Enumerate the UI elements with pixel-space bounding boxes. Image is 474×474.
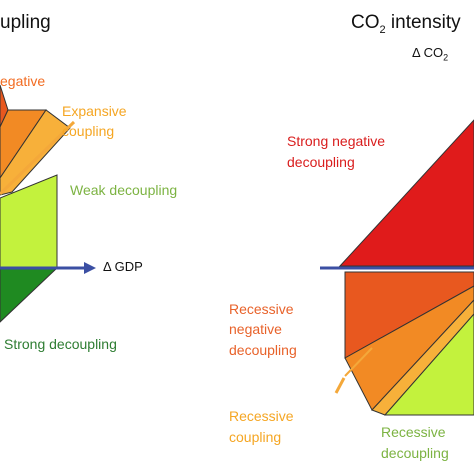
right-recessive-divider-tail <box>344 347 373 377</box>
right-strong-negative-label-line2: decoupling <box>287 154 355 170</box>
left-gdp-axis-label: Δ GDP <box>103 259 143 274</box>
right-recessive-decoupling-sector <box>383 313 474 416</box>
right-recessive-negative-label-line2: negative <box>229 321 282 337</box>
left-strong-decoupling-label: Strong decoupling <box>4 336 117 352</box>
right-recessive-coupling-label-line1: Recessive <box>229 408 294 424</box>
left-weak-decoupling-label: Weak decoupling <box>70 182 178 198</box>
left-expansive-label-line1: Expansive <box>62 103 127 119</box>
left-strong-decoupling-sector <box>0 267 59 323</box>
left-panel-title: upling <box>0 12 51 33</box>
left-light-orange-sector <box>0 109 71 196</box>
right-recessive-negative-decoupling-sector <box>344 271 474 359</box>
left-expansive-label-line2: coupling <box>62 123 115 139</box>
right-co2-axis-label: Δ CO2 <box>412 45 449 63</box>
right-recessive-decoupling-label-line2: decoupling <box>381 445 449 461</box>
right-panel-title: CO2 intensity <box>351 12 461 36</box>
left-panel <box>0 84 96 323</box>
left-strong-negative-label: egative <box>0 73 46 89</box>
right-recessive-coupling-label-line2: coupling <box>229 429 282 445</box>
left-expansive-divider <box>0 120 76 196</box>
right-strong-negative-decoupling-sector <box>338 119 474 267</box>
right-recessive-negative-label-line3: decoupling <box>229 342 297 358</box>
right-recessive-divider <box>334 377 346 394</box>
right-strong-negative-label-line1: Strong negative <box>287 133 386 149</box>
right-recessive-coupling-sector <box>371 299 474 416</box>
right-recessive-negative-label-line1: Recessive <box>229 301 294 317</box>
right-panel <box>320 119 474 416</box>
right-recessive-decoupling-label-line1: Recessive <box>381 424 446 440</box>
left-gdp-axis-arrowhead <box>84 262 96 274</box>
right-recessive-orange-sector <box>344 285 474 411</box>
